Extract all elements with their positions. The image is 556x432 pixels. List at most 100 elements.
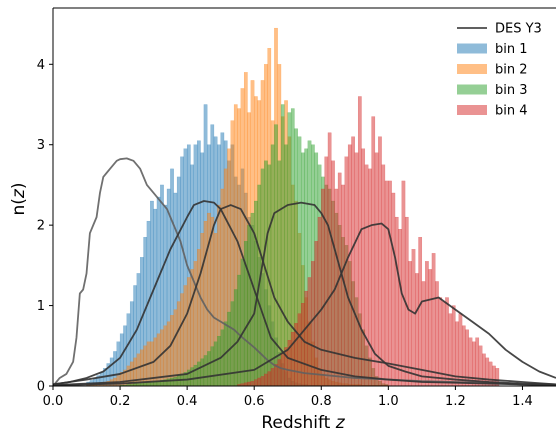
bar [203,355,208,386]
bar [411,249,416,386]
bar [472,341,476,386]
legend-entry-bin-1: bin 1 [457,42,528,57]
bar [197,361,201,386]
bar [277,160,282,386]
bar [180,293,184,386]
legend-entry-bin-4: bin 4 [457,104,528,119]
bar [277,359,282,386]
bar [150,341,154,386]
bar [254,379,258,386]
bar [274,364,278,386]
legend-entry-bin-3: bin 3 [457,83,528,98]
x-tick-label: 0.8 [311,394,332,409]
line-overlay-bin-3 [53,201,556,386]
distribution-lines [53,157,556,386]
bar [270,368,275,386]
y-tick-label: 3 [37,138,45,153]
x-tick-label: 1.2 [445,394,466,409]
legend-swatch [457,43,487,54]
legend-entry-DES-Y3: DES Y3 [457,22,542,37]
bar [394,216,399,386]
bar [140,349,144,386]
bar [250,212,255,386]
bar [317,216,322,386]
bar [250,381,255,386]
bar [297,313,302,386]
bar [368,168,372,386]
bar [270,144,275,386]
bar [274,124,278,386]
bar [371,116,376,386]
bar [374,152,379,386]
bar [304,290,308,386]
x-tick-label: 0.4 [177,394,198,409]
bar [344,156,349,386]
legend-label: bin 4 [495,104,528,119]
bar [280,104,285,386]
y-axis-label: n(z) [9,183,29,216]
bar [327,132,332,386]
bar [240,258,245,386]
legend-label: DES Y3 [495,22,542,37]
bar [247,381,251,386]
line-overlay-bin-4 [53,222,556,386]
legend-label: bin 2 [495,63,528,78]
bar [210,346,215,386]
bar [173,376,178,386]
bar [193,364,198,386]
bar [381,164,386,386]
bar [458,313,463,386]
bar [378,136,382,386]
bar [451,305,456,386]
bar [170,377,174,386]
bar [388,180,392,386]
x-axis-label: Redshift z [261,413,345,432]
bar [445,297,449,386]
legend-swatch [457,64,487,74]
bar [478,345,483,386]
bar [247,224,251,386]
histogram-bars [86,27,500,386]
x-tick-label: 0.6 [244,394,265,409]
y-tick-label: 4 [37,58,45,73]
bar [207,351,211,386]
y-tick-label: 1 [37,299,45,314]
bar [267,371,272,386]
bar [260,376,265,386]
legend-entry-bin-2: bin 2 [457,63,528,78]
bar [351,136,355,386]
bar [418,237,423,386]
x-tick-label: 1.4 [512,394,533,409]
x-tick-label: 1.0 [378,394,399,409]
bar [176,301,181,386]
axes: 0.0 0.2 0.4 0.6 0.8 1.0 1.2 1.4 0 1 2 3 4 [37,7,556,409]
legend-label: bin 1 [495,42,528,57]
bar [136,353,141,386]
bar [391,192,396,386]
bar [217,335,221,386]
legend-swatch [457,84,487,95]
bar [428,269,433,386]
bar [183,285,188,386]
bar [347,144,352,386]
bar [361,148,366,386]
bar [186,277,191,386]
bar [257,377,262,386]
line-DES-Y3 [53,157,556,386]
bar [213,341,218,386]
x-tick-label: 0.0 [43,394,64,409]
bar [425,261,429,386]
y-tick-label: 0 [37,380,45,395]
bar [398,229,402,386]
x-tick-label: 0.2 [110,394,131,409]
bar [264,373,268,386]
bar [200,358,205,386]
legend-label: bin 3 [495,83,528,98]
bar [364,164,369,386]
y-tick-label: 2 [37,219,45,234]
line-overlay-bin-2 [53,204,556,386]
bar [384,180,389,386]
bar [307,277,312,386]
bar [354,152,359,386]
